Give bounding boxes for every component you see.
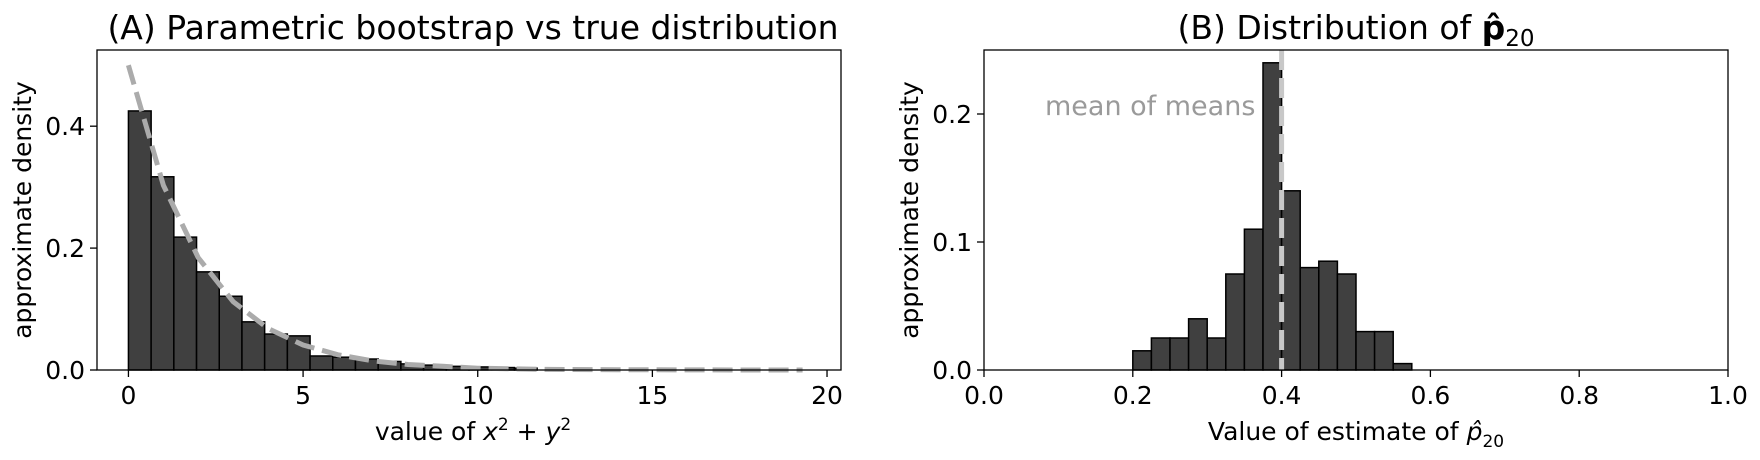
panel-b-x-axis: 0.0 0.2 0.4 0.6 0.8 1.0 (964, 370, 1748, 410)
panel-b-bar-10 (1318, 260, 1339, 371)
panel-a-y-tick-label: 0.4 (45, 112, 85, 141)
panel-a-y-tick-label: 0.2 (45, 234, 85, 263)
panel-b-bar-13 (1373, 330, 1394, 371)
panel-b-y-tick-label: 0.0 (932, 356, 972, 385)
panel-b-bars (1132, 62, 1413, 371)
panel-b-y-axis: 0.0 0.1 0.2 (932, 100, 984, 385)
panel-a: (A) Parametric bootstrap vs true distrib… (8, 8, 843, 446)
panel-b-x-tick-label: 0.4 (1262, 381, 1302, 410)
panel-a-bar-8 (309, 355, 334, 371)
panel-a-x-tick-label: 0 (120, 381, 136, 410)
panel-a-x-tick-label: 5 (295, 381, 311, 410)
panel-b-x-label: Value of estimate of p̂20 (1208, 417, 1504, 452)
panel-b-x-tick-label: 1.0 (1708, 381, 1748, 410)
panel-a-bar-3 (195, 271, 221, 371)
panel-a-bar-0 (127, 110, 152, 371)
panel-b-bar-1 (1150, 337, 1171, 371)
panel-a-density-curve (125, 64, 803, 373)
panel-b-bar-2 (1169, 337, 1190, 371)
panel-b-x-tick-label: 0.0 (964, 381, 1004, 410)
panel-a-y-axis: 0.0 0.2 0.4 (45, 112, 97, 385)
panel-a-title: (A) Parametric bootstrap vs true distrib… (107, 8, 838, 47)
panel-b-y-tick-label: 0.1 (932, 228, 972, 257)
panel-b-x-tick-label: 0.8 (1559, 381, 1599, 410)
panel-b-bar-5 (1225, 273, 1246, 371)
panel-a-bar-2 (173, 236, 198, 371)
panel-b-bar-14 (1392, 362, 1413, 371)
panel-b-x-tick-label: 0.6 (1411, 381, 1451, 410)
panel-b-mean-annotation: mean of means (1045, 91, 1255, 122)
panel-a-bar-6 (263, 333, 289, 371)
panel-b-y-label: approximate density (895, 81, 924, 339)
panel-b-bar-11 (1336, 273, 1357, 371)
panel-b-bar-6 (1243, 228, 1264, 371)
panel-a-x-label: value of x2 + y2 (375, 415, 571, 446)
panel-b-x-tick-label: 0.2 (1113, 381, 1153, 410)
panel-a-x-tick-label: 10 (462, 381, 494, 410)
panel-b-bar-0 (1132, 350, 1153, 371)
panel-b-title: (B) Distribution of p̂20 (1177, 8, 1534, 52)
panel-a-y-label: approximate density (8, 81, 37, 339)
panel-b-y-tick-label: 0.2 (932, 100, 972, 129)
panel-b-bar-3 (1187, 318, 1208, 371)
panel-a-bar-1 (150, 176, 175, 371)
panel-b-bar-7 (1262, 62, 1283, 371)
panel-b-bar-8 (1280, 190, 1301, 371)
panel-b-bar-4 (1206, 337, 1227, 371)
panel-a-x-tick-label: 15 (636, 381, 668, 410)
panel-a-bars (127, 110, 538, 371)
panel-a-x-axis: 0 5 10 15 20 (120, 370, 843, 410)
panel-a-plot-frame (96, 49, 842, 371)
panel-b: (B) Distribution of p̂20 mean of means 0… (895, 8, 1748, 452)
panel-a-x-tick-label: 20 (811, 381, 843, 410)
panel-b-bar-9 (1299, 266, 1320, 371)
panel-a-bar-5 (241, 321, 266, 371)
panel-b-bar-12 (1355, 330, 1376, 371)
panel-a-y-tick-label: 0.0 (45, 356, 85, 385)
panel-b-plot-frame (983, 49, 1729, 371)
